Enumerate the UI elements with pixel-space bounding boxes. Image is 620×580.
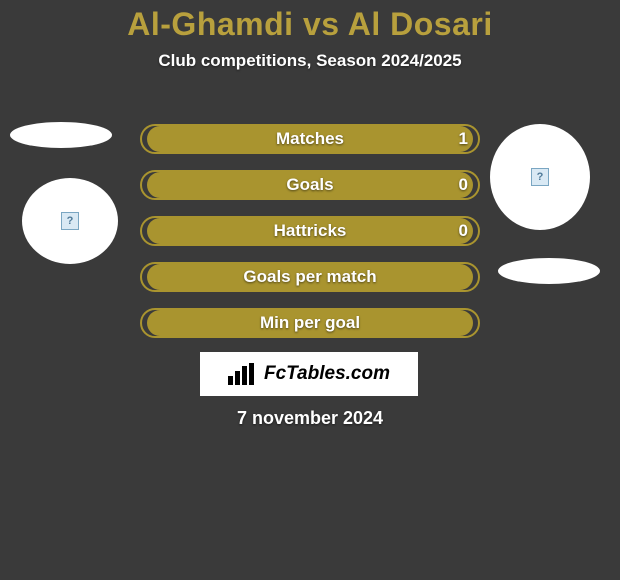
- stat-label: Min per goal: [140, 308, 480, 338]
- stat-value-right: 1: [459, 124, 468, 154]
- stat-row: Goals0: [140, 170, 480, 200]
- subtitle: Club competitions, Season 2024/2025: [0, 51, 620, 71]
- stat-value-right: 0: [459, 170, 468, 200]
- brand-text: FcTables.com: [264, 363, 390, 385]
- left-player-avatar: ?: [22, 178, 118, 264]
- stat-row: Min per goal: [140, 308, 480, 338]
- brand-badge: FcTables.com: [200, 352, 418, 396]
- stat-row: Goals per match: [140, 262, 480, 292]
- left-back-ellipse: [10, 122, 112, 148]
- right-back-ellipse: [498, 258, 600, 284]
- stat-value-right: 0: [459, 216, 468, 246]
- stats-panel: Matches1Goals0Hattricks0Goals per matchM…: [140, 124, 480, 354]
- right-player-avatar: ?: [490, 124, 590, 230]
- stat-label: Goals per match: [140, 262, 480, 292]
- stat-label: Matches: [140, 124, 480, 154]
- stat-row: Matches1: [140, 124, 480, 154]
- stat-label: Goals: [140, 170, 480, 200]
- image-placeholder-icon: ?: [61, 212, 79, 230]
- date-text: 7 november 2024: [0, 408, 620, 429]
- stat-row: Hattricks0: [140, 216, 480, 246]
- stat-label: Hattricks: [140, 216, 480, 246]
- page-title: Al-Ghamdi vs Al Dosari: [0, 0, 620, 43]
- image-placeholder-icon: ?: [531, 168, 549, 186]
- bar-chart-icon: [228, 363, 258, 385]
